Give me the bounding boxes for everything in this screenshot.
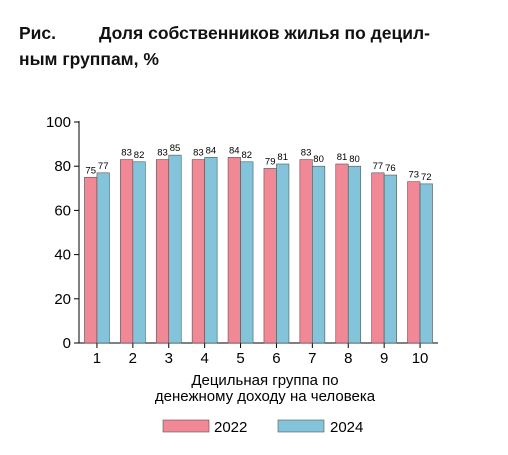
data-label-2024-2: 82 xyxy=(134,150,145,161)
legend-swatch-2024 xyxy=(277,419,325,433)
y-axis: 0 20 40 60 80 100 xyxy=(46,114,80,352)
bar-2024-1 xyxy=(96,172,110,344)
data-label-2024-1: 77 xyxy=(98,161,109,172)
bar-2022-5 xyxy=(227,157,241,344)
bar-2024-6 xyxy=(276,163,290,344)
bar-2022-8 xyxy=(335,163,349,344)
data-label-2022-10: 73 xyxy=(409,170,420,181)
x-tick-label: 9 xyxy=(380,350,388,367)
data-label-2024-7: 80 xyxy=(313,154,324,165)
x-axis-title-line2: денежному доходу на человека xyxy=(155,388,376,405)
data-label-2024-8: 80 xyxy=(349,154,360,165)
bar-2022-6 xyxy=(263,168,277,344)
y-tick-label: 20 xyxy=(54,291,71,308)
bar-2024-7 xyxy=(312,165,326,344)
y-tick-label: 60 xyxy=(54,202,71,219)
bar-2022-7 xyxy=(299,159,313,344)
data-label-2024-6: 81 xyxy=(277,152,288,163)
data-label-2022-3: 83 xyxy=(157,148,168,159)
bars xyxy=(84,154,433,344)
x-axis: 1 2 3 4 5 6 7 8 9 10 xyxy=(79,342,438,367)
legend-label-2022: 2022 xyxy=(214,419,247,436)
y-tick-label: 0 xyxy=(63,335,71,352)
y-tick-label: 80 xyxy=(54,158,71,175)
bar-2024-8 xyxy=(347,165,362,344)
figure-title-line2: ным группам, % xyxy=(19,49,159,69)
bar-2022-2 xyxy=(120,159,134,344)
bar-2022-10 xyxy=(407,181,421,344)
x-tick-label: 4 xyxy=(200,350,208,367)
bar-2024-5 xyxy=(240,161,254,344)
x-tick-label: 1 xyxy=(93,350,101,367)
x-tick-label: 3 xyxy=(165,350,173,367)
figure-title: Рис. Доля собственников жилья по децил- н… xyxy=(19,20,499,72)
bar-2024-3 xyxy=(168,154,182,344)
data-label-2022-9: 77 xyxy=(373,161,384,172)
data-label-2024-4: 84 xyxy=(206,145,217,156)
x-tick-label: 2 xyxy=(129,350,137,367)
data-label-2022-5: 84 xyxy=(229,145,240,156)
data-label-2022-4: 83 xyxy=(193,148,204,159)
x-tick-label: 6 xyxy=(272,350,280,367)
x-tick-label: 8 xyxy=(344,350,352,367)
bar-2022-1 xyxy=(84,176,98,344)
x-axis-title-line1: Децильная группа по xyxy=(191,372,338,389)
x-tick-label: 7 xyxy=(308,350,316,367)
figure-label: Рис. xyxy=(19,23,57,43)
x-tick-label: 10 xyxy=(412,350,429,367)
bar-2024-9 xyxy=(383,174,397,344)
y-tick-label: 40 xyxy=(54,247,71,264)
bar-2024-2 xyxy=(132,161,146,344)
bar-2022-9 xyxy=(371,172,385,344)
data-label-2024-10: 72 xyxy=(421,172,432,183)
data-label-2022-8: 81 xyxy=(337,152,348,163)
legend-label-2024: 2024 xyxy=(330,419,363,436)
legend: 2022 2024 xyxy=(162,419,363,436)
data-label-2024-5: 82 xyxy=(242,150,253,161)
data-label-2022-6: 79 xyxy=(265,156,276,167)
bar-2022-4 xyxy=(191,159,205,344)
data-label-2022-7: 83 xyxy=(301,148,312,159)
x-tick-label: 5 xyxy=(236,350,244,367)
data-label-2024-9: 76 xyxy=(385,163,396,174)
data-label-2022-2: 83 xyxy=(121,148,132,159)
legend-swatch-2022 xyxy=(162,419,210,433)
figure-title-line1: Доля собственников жилья по децил- xyxy=(99,23,430,43)
y-tick-label: 100 xyxy=(46,114,71,131)
data-label-2024-3: 85 xyxy=(170,143,181,154)
bar-2024-4 xyxy=(204,157,218,344)
bar-2022-3 xyxy=(155,159,170,344)
data-label-2022-1: 75 xyxy=(85,165,96,176)
bar-2024-10 xyxy=(419,183,433,344)
